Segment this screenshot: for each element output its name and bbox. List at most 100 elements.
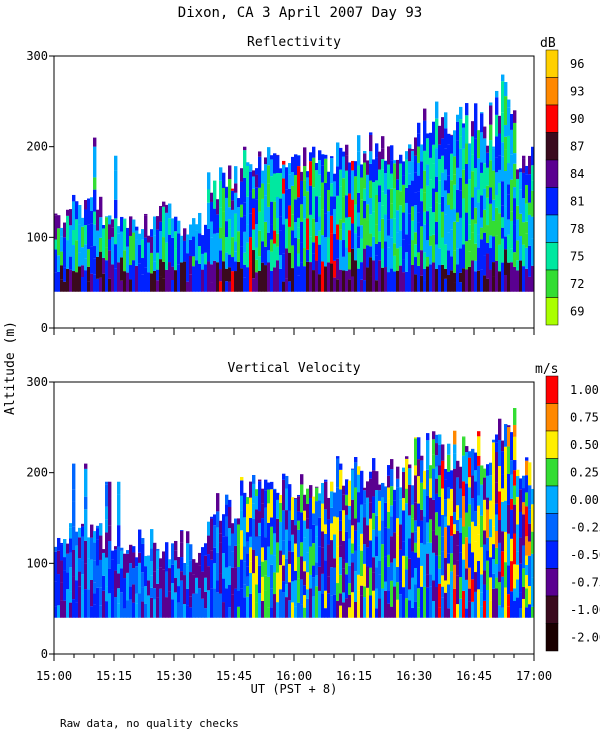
- heatmap-cell: [264, 479, 268, 491]
- heatmap-cell: [96, 565, 100, 588]
- heatmap-cell: [399, 265, 403, 292]
- heatmap-cell: [474, 112, 478, 139]
- heatmap-cell: [291, 185, 295, 215]
- heatmap-cell: [252, 170, 256, 177]
- heatmap-cell: [54, 606, 58, 618]
- heatmap-cell: [336, 195, 340, 225]
- heatmap-cell: [129, 599, 133, 618]
- heatmap-cell: [99, 587, 103, 606]
- heatmap-cell: [372, 470, 376, 497]
- heatmap-cell: [411, 518, 415, 533]
- heatmap-cell: [414, 531, 418, 543]
- heatmap-cell: [393, 160, 397, 164]
- heatmap-cell: [111, 227, 115, 237]
- heatmap-cell: [417, 122, 421, 134]
- heatmap-cell: [261, 561, 265, 577]
- heatmap-cell: [207, 554, 211, 567]
- reflectivity-colorbar-unit: dB: [540, 36, 556, 51]
- heatmap-cell: [135, 593, 139, 604]
- heatmap-cell: [258, 156, 262, 188]
- heatmap-cell: [501, 474, 505, 489]
- heatmap-cell: [201, 598, 205, 618]
- heatmap-cell: [444, 128, 448, 149]
- heatmap-cell: [108, 540, 112, 569]
- heatmap-cell: [489, 557, 493, 578]
- velocity-heatmap: [54, 408, 535, 618]
- heatmap-cell: [309, 185, 313, 215]
- heatmap-cell: [471, 601, 475, 618]
- heatmap-cell: [171, 266, 175, 280]
- heatmap-cell: [240, 510, 244, 531]
- heatmap-cell: [411, 149, 415, 151]
- heatmap-cell: [315, 486, 319, 488]
- heatmap-cell: [492, 544, 496, 559]
- heatmap-cell: [246, 566, 250, 577]
- heatmap-cell: [243, 177, 247, 203]
- heatmap-cell: [444, 190, 448, 215]
- colorbar-swatch: [545, 430, 559, 459]
- heatmap-cell: [342, 240, 346, 257]
- heatmap-cell: [360, 470, 364, 490]
- heatmap-cell: [459, 532, 463, 553]
- heatmap-cell: [516, 178, 520, 206]
- heatmap-cell: [60, 279, 64, 292]
- heatmap-cell: [429, 497, 433, 520]
- heatmap-cell: [354, 204, 358, 234]
- heatmap-cell: [468, 239, 472, 252]
- heatmap-cell: [417, 538, 421, 558]
- heatmap-cell: [456, 545, 460, 561]
- heatmap-cell: [363, 188, 367, 201]
- heatmap-cell: [75, 272, 79, 292]
- heatmap-cell: [201, 571, 205, 599]
- heatmap-cell: [81, 574, 85, 594]
- heatmap-cell: [285, 597, 289, 618]
- heatmap-cell: [471, 171, 475, 198]
- heatmap-cell: [255, 259, 259, 273]
- heatmap-cell: [327, 189, 331, 212]
- heatmap-cell: [447, 443, 451, 455]
- heatmap-cell: [522, 155, 526, 159]
- heatmap-cell: [150, 548, 154, 562]
- heatmap-cell: [462, 198, 466, 220]
- heatmap-cell: [414, 172, 418, 193]
- heatmap-cell: [264, 507, 268, 538]
- heatmap-cell: [129, 563, 133, 587]
- heatmap-cell: [468, 143, 472, 149]
- heatmap-cell: [417, 212, 421, 223]
- heatmap-cell: [426, 133, 430, 139]
- heatmap-cell: [426, 138, 430, 165]
- heatmap-cell: [444, 214, 448, 245]
- heatmap-cell: [429, 132, 433, 158]
- heatmap-cell: [375, 243, 379, 256]
- heatmap-cell: [363, 280, 367, 292]
- heatmap-cell: [462, 590, 466, 618]
- heatmap-cell: [438, 125, 442, 145]
- heatmap-cell: [387, 475, 391, 488]
- heatmap-cell: [321, 235, 325, 262]
- heatmap-cell: [297, 578, 301, 603]
- heatmap-cell: [405, 524, 409, 557]
- heatmap-cell: [258, 565, 262, 594]
- heatmap-cell: [330, 183, 334, 197]
- heatmap-cell: [210, 559, 214, 589]
- heatmap-cell: [267, 546, 271, 577]
- heatmap-cell: [144, 267, 148, 292]
- heatmap-cell: [222, 187, 226, 212]
- heatmap-cell: [423, 224, 427, 253]
- heatmap-cell: [228, 254, 232, 268]
- heatmap-cell: [336, 564, 340, 584]
- heatmap-cell: [327, 211, 331, 238]
- heatmap-cell: [336, 546, 340, 565]
- heatmap-cell: [483, 255, 487, 276]
- heatmap-cell: [126, 553, 130, 573]
- heatmap-cell: [93, 274, 97, 292]
- heatmap-cell: [507, 425, 511, 428]
- heatmap-cell: [84, 463, 88, 469]
- heatmap-cell: [138, 552, 142, 563]
- heatmap-cell: [414, 244, 418, 258]
- heatmap-cell: [291, 245, 295, 269]
- heatmap-cell: [84, 244, 88, 259]
- heatmap-cell: [171, 564, 175, 584]
- heatmap-cell: [360, 504, 364, 534]
- heatmap-cell: [519, 563, 523, 593]
